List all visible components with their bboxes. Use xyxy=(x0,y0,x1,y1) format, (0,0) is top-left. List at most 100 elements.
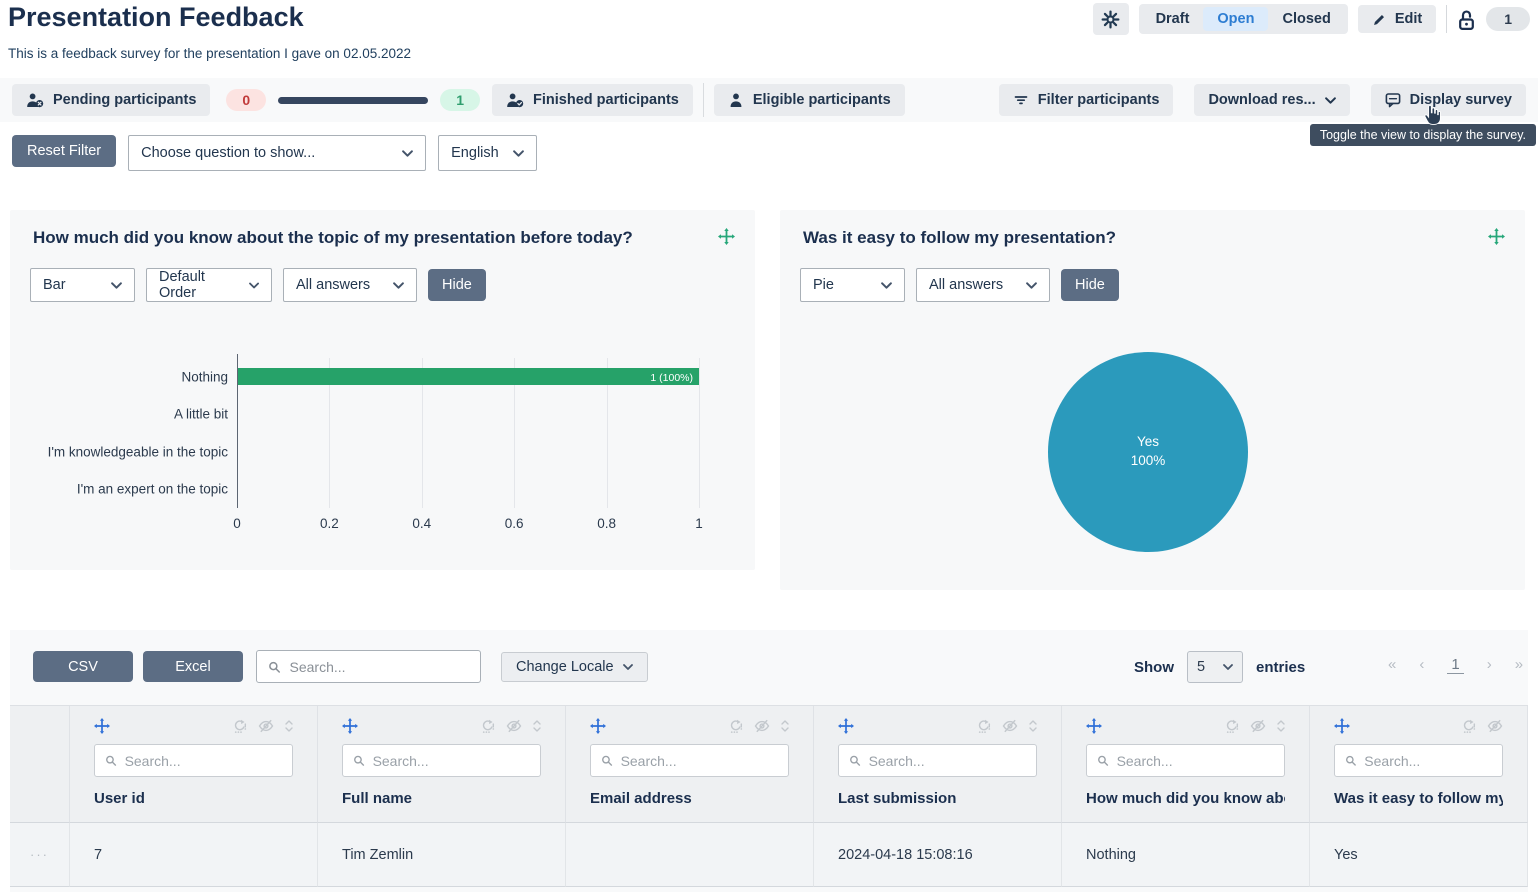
question-title: How much did you know about the topic of… xyxy=(33,228,633,247)
current-page-button[interactable]: 1 xyxy=(1447,656,1464,674)
column-sort-icon[interactable] xyxy=(285,720,293,732)
chevron-down-icon xyxy=(1026,282,1037,289)
pie-chart: Yes 100% xyxy=(1048,352,1248,552)
column-search-input[interactable] xyxy=(620,752,778,769)
download-results-button[interactable]: Download res... xyxy=(1194,84,1350,116)
column-sort-icon[interactable] xyxy=(781,720,789,732)
language-select[interactable]: English xyxy=(438,135,538,171)
column-search-input[interactable] xyxy=(1116,752,1274,769)
survey-count-badge: 1 xyxy=(1486,7,1530,31)
order-value: Default Order xyxy=(159,269,205,301)
change-locale-button[interactable]: Change Locale xyxy=(501,651,648,682)
column-hide-icon[interactable] xyxy=(754,718,770,734)
x-tick: 0.4 xyxy=(412,516,432,531)
eligible-participants-button[interactable]: Eligible participants xyxy=(713,84,905,116)
page-subtitle: This is a feedback survey for the presen… xyxy=(8,46,412,61)
column-search-input[interactable] xyxy=(1364,752,1492,769)
pie-slice-label: Yes xyxy=(1136,434,1160,450)
status-closed-button[interactable]: Closed xyxy=(1282,11,1331,27)
column-reset-filter-icon[interactable] xyxy=(480,719,495,734)
column-drag-icon[interactable] xyxy=(590,718,606,734)
cell-full-name: Tim Zemlin xyxy=(318,823,566,887)
column-title[interactable]: Full name xyxy=(342,790,413,807)
chevron-down-icon xyxy=(111,282,122,289)
last-page-button[interactable]: » xyxy=(1514,656,1524,673)
column-reset-filter-icon[interactable] xyxy=(1224,719,1239,734)
column-search-input[interactable] xyxy=(124,752,282,769)
column-title[interactable]: Was it easy to follow my presentation? xyxy=(1334,790,1503,807)
first-page-button[interactable]: « xyxy=(1388,656,1397,673)
column-search-input[interactable] xyxy=(372,752,530,769)
finished-count-badge: 1 xyxy=(440,89,481,111)
answers-select[interactable]: All answers xyxy=(916,268,1050,302)
column-title[interactable]: How much did you know about the topic of… xyxy=(1086,790,1285,807)
column-hide-icon[interactable] xyxy=(506,718,522,734)
chart-type-select[interactable]: Pie xyxy=(800,268,905,302)
chart-type-select[interactable]: Bar xyxy=(30,268,135,302)
table-search-input[interactable] xyxy=(289,658,469,675)
move-panel-icon[interactable] xyxy=(1488,228,1505,245)
column-hide-icon[interactable] xyxy=(258,718,274,734)
column-sort-icon[interactable] xyxy=(1277,720,1285,732)
reset-filter-button[interactable]: Reset Filter xyxy=(12,135,117,167)
column-drag-icon[interactable] xyxy=(1086,718,1102,734)
page-size-select[interactable]: 5 xyxy=(1187,651,1243,683)
edit-label: Edit xyxy=(1394,11,1423,27)
column-hide-icon[interactable] xyxy=(1250,718,1266,734)
row-actions-button[interactable]: ··· xyxy=(10,823,70,887)
gridline xyxy=(514,358,516,508)
column-drag-icon[interactable] xyxy=(94,718,110,734)
next-page-button[interactable]: › xyxy=(1486,656,1492,673)
column-sort-icon[interactable] xyxy=(1029,720,1037,732)
column-reset-filter-icon[interactable] xyxy=(1461,719,1476,734)
chevron-down-icon xyxy=(393,282,404,289)
column-reset-filter-icon[interactable] xyxy=(728,719,743,734)
responses-section: CSV Excel Change Locale Show 5 entries «… xyxy=(10,630,1528,892)
finished-participants-button[interactable]: Finished participants xyxy=(492,84,693,116)
bar-chart-panel: How much did you know about the topic of… xyxy=(10,210,755,570)
column-title[interactable]: User id xyxy=(94,790,145,807)
prev-page-button[interactable]: ‹ xyxy=(1419,656,1425,673)
question-select-value: Choose question to show... xyxy=(141,145,316,161)
export-excel-button[interactable]: Excel xyxy=(143,651,243,682)
chevron-down-icon xyxy=(623,664,633,670)
x-tick: 0.2 xyxy=(320,516,339,531)
question-select[interactable]: Choose question to show... xyxy=(128,135,427,171)
column-header-email: Email address xyxy=(566,706,814,823)
column-sort-icon[interactable] xyxy=(533,720,541,732)
order-select[interactable]: Default Order xyxy=(146,268,272,302)
category-label: I'm an expert on the topic xyxy=(76,481,228,497)
edit-button[interactable]: Edit xyxy=(1357,5,1437,33)
responses-table: User id Full name xyxy=(10,705,1528,887)
y-axis-line xyxy=(237,354,238,508)
hide-chart-button[interactable]: Hide xyxy=(1061,269,1119,301)
pagination: « ‹ 1 › » xyxy=(1388,656,1523,674)
filter-participants-button[interactable]: Filter participants xyxy=(998,84,1174,116)
column-title[interactable]: Email address xyxy=(590,790,692,807)
chevron-down-icon xyxy=(881,282,892,289)
status-draft-button[interactable]: Draft xyxy=(1155,11,1190,27)
participants-progress-bar xyxy=(278,96,429,104)
column-search-input[interactable] xyxy=(868,752,1026,769)
hide-chart-button[interactable]: Hide xyxy=(428,269,486,301)
answers-value: All answers xyxy=(296,277,371,293)
move-panel-icon[interactable] xyxy=(718,228,735,245)
header-actions: Draft Open Closed Edit 1 xyxy=(1092,3,1530,35)
column-drag-icon[interactable] xyxy=(342,718,358,734)
column-reset-filter-icon[interactable] xyxy=(232,719,247,734)
export-csv-button[interactable]: CSV xyxy=(33,651,133,682)
cell-last-submission: 2024-04-18 15:08:16 xyxy=(814,823,1062,887)
column-hide-icon[interactable] xyxy=(1487,718,1503,734)
answers-select[interactable]: All answers xyxy=(283,268,417,302)
column-reset-filter-icon[interactable] xyxy=(976,719,991,734)
person-check-icon xyxy=(506,92,524,108)
column-drag-icon[interactable] xyxy=(1334,718,1350,734)
column-hide-icon[interactable] xyxy=(1002,718,1018,734)
column-drag-icon[interactable] xyxy=(838,718,854,734)
settings-button[interactable] xyxy=(1092,3,1129,35)
pending-participants-button[interactable]: Pending participants xyxy=(12,84,211,116)
display-survey-button[interactable]: Display survey xyxy=(1370,84,1526,116)
status-open-button[interactable]: Open xyxy=(1203,7,1269,31)
column-title[interactable]: Last submission xyxy=(838,790,957,807)
table-toolbar: CSV Excel Change Locale Show 5 entries «… xyxy=(10,630,1528,705)
